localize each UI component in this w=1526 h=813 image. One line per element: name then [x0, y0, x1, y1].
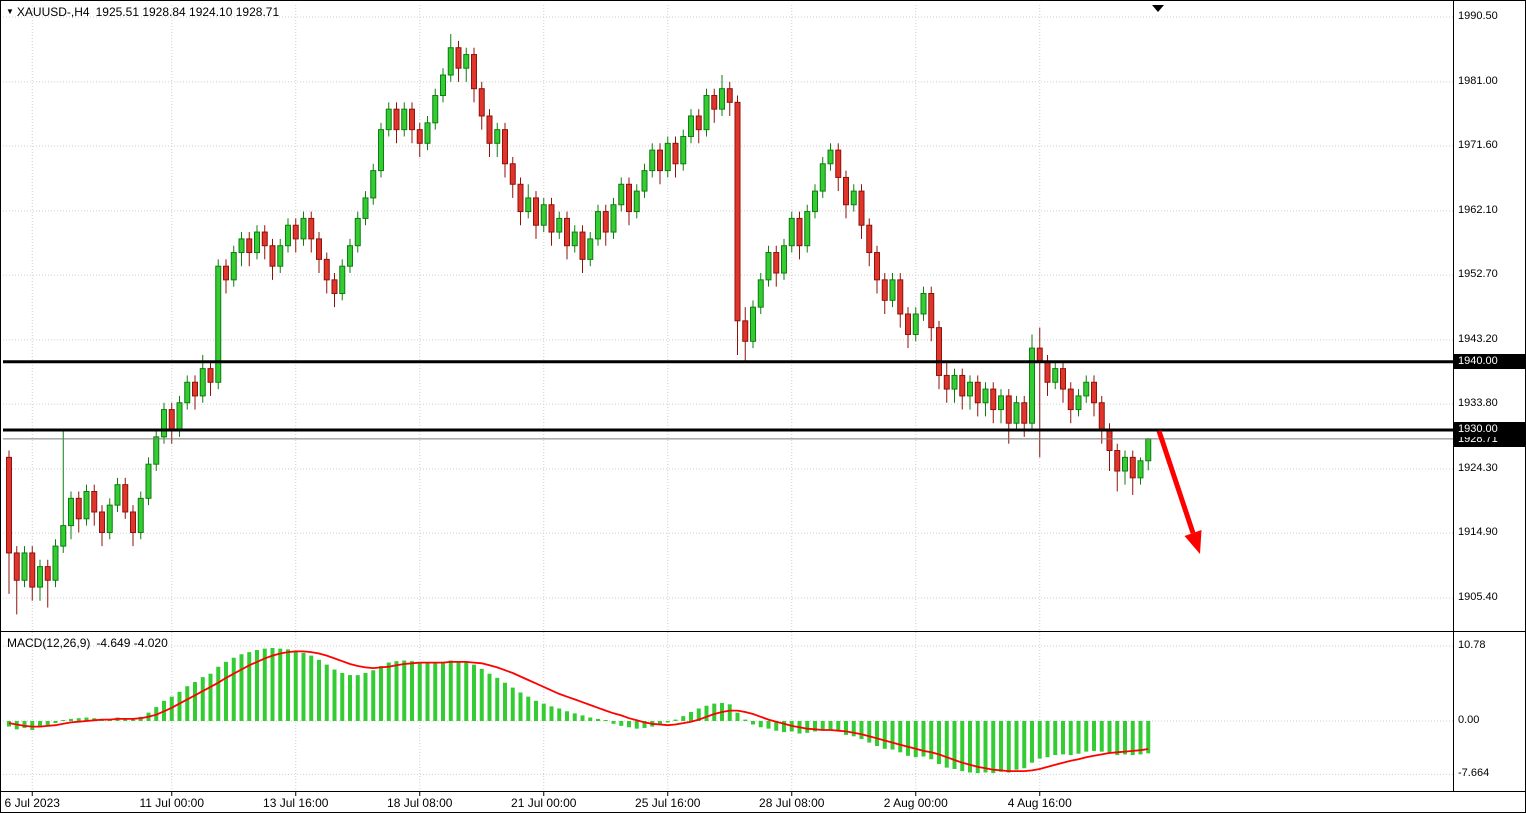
triangle-down-icon: ▼ [6, 7, 14, 16]
price-tick-label: 1971.60 [1458, 139, 1498, 152]
price-tick-label: 1981.00 [1458, 74, 1498, 87]
price-tick-label: 1962.10 [1458, 203, 1498, 216]
ohlc-quote-values: 1925.51 1928.84 1924.10 1928.71 [95, 5, 280, 19]
macd-tick-label: -7.664 [1458, 767, 1490, 780]
time-tick-label: 28 Jul 08:00 [759, 796, 825, 810]
price-tick-label: 1914.90 [1458, 526, 1498, 539]
macd-tick-label: 0.00 [1458, 714, 1480, 726]
candlestick-layer [6, 34, 1152, 615]
level-price-badge: 1930.00 [1454, 422, 1525, 438]
macd-signal-line [8, 650, 1149, 772]
price-tick-label: 1952.70 [1458, 268, 1498, 281]
macd-histogram-layer [7, 647, 1151, 774]
time-tick-label: 21 Jul 00:00 [511, 796, 577, 810]
time-tick-label: 18 Jul 08:00 [387, 796, 453, 810]
price-tick-label: 1924.30 [1458, 461, 1498, 474]
macd-values: -4.649 -4.020 [96, 636, 168, 650]
grid-layer [3, 5, 1453, 796]
chart-title: ▼ XAUUSD-,H4 1925.51 1928.84 1924.10 1928.… [6, 5, 279, 19]
time-tick-label: 6 Jul 2023 [4, 796, 60, 810]
time-tick-label: 13 Jul 16:00 [263, 796, 329, 810]
chart-shift-marker[interactable] [1152, 5, 1164, 12]
time-tick-label: 4 Aug 16:00 [1007, 796, 1072, 810]
price-tick-label: 1943.20 [1458, 332, 1498, 345]
symbol-timeframe-label: XAUUSD-,H4 [16, 5, 90, 19]
price-axis[interactable]: 1990.50 1981.00 1971.60 1962.10 1952.70 1943.… [1454, 1, 1525, 791]
time-tick-label: 2 Aug 00:00 [883, 796, 948, 810]
time-tick-label: 11 Jul 00:00 [139, 796, 205, 810]
macd-name-label: MACD(12,26,9) [7, 636, 91, 650]
macd-indicator-label: MACD(12,26,9) -4.649 -4.020 [7, 636, 168, 650]
price-tick-label: 1990.50 [1458, 10, 1498, 22]
price-tick-label: 1933.80 [1458, 397, 1498, 410]
macd-tick-label: 10.78 [1458, 639, 1486, 651]
level-price-badge: 1940.00 [1454, 353, 1525, 369]
price-tick-label: 1905.40 [1458, 591, 1498, 603]
time-axis[interactable]: 6 Jul 2023 11 Jul 00:00 13 Jul 16:00 18 Jul… [1, 792, 1525, 812]
down-trend-arrow[interactable] [1156, 430, 1202, 554]
time-tick-label: 25 Jul 16:00 [635, 796, 701, 810]
